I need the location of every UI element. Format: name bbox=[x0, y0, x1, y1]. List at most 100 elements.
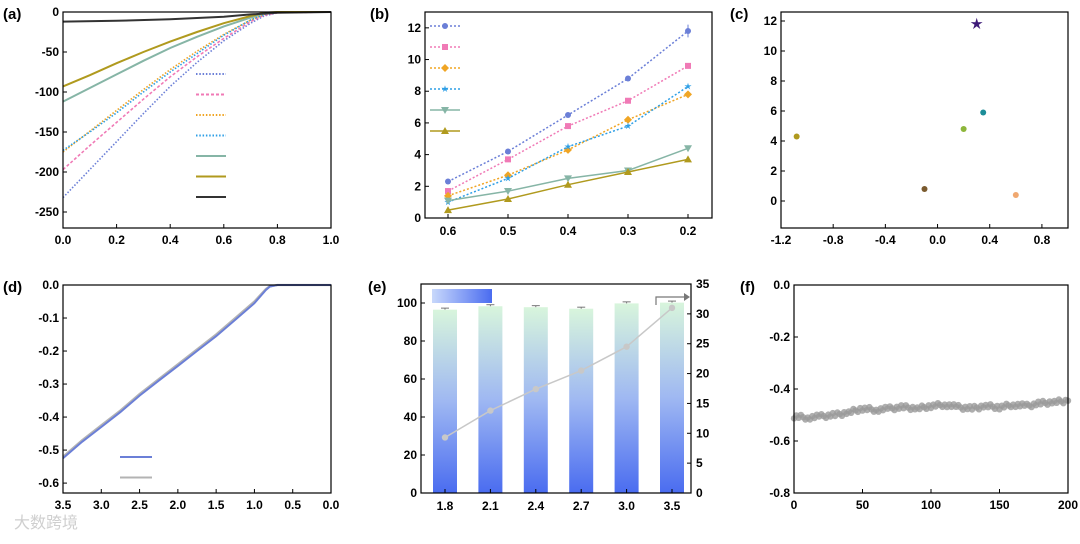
y-tick-label: -0.2 bbox=[38, 344, 59, 358]
x-tick-label: -1.2 bbox=[771, 233, 792, 247]
x-tick-label: 0.6 bbox=[215, 233, 232, 247]
x-tick-label: 3.5 bbox=[55, 498, 72, 512]
scatter-point-c bbox=[1012, 192, 1019, 198]
plot-frame-f bbox=[793, 284, 1069, 494]
series-line-d-1 bbox=[62, 283, 331, 458]
x-tick-label: -0.8 bbox=[823, 233, 844, 247]
data-point-b bbox=[624, 122, 632, 130]
x-tick-label: 0.8 bbox=[269, 233, 286, 247]
legend-marker-b bbox=[442, 44, 448, 50]
y-tick-label: -0.6 bbox=[769, 434, 790, 448]
x-tick-label: 0.4 bbox=[162, 233, 179, 247]
x-tick-label: 0.4 bbox=[981, 233, 998, 247]
y-tick-label: 6 bbox=[414, 116, 421, 130]
plot-frame-e bbox=[420, 283, 692, 494]
x-tick-label: 0.8 bbox=[1034, 233, 1051, 247]
series-line-a-0 bbox=[62, 11, 331, 199]
data-point-b bbox=[684, 90, 692, 99]
y2-tick-label: 15 bbox=[696, 396, 710, 410]
y-tick-label: 10 bbox=[764, 44, 778, 58]
data-point-b bbox=[444, 197, 452, 205]
y-tick-label: -0.4 bbox=[38, 410, 59, 424]
data-point-e bbox=[487, 407, 494, 414]
x-tick-label: 200 bbox=[1058, 498, 1078, 512]
y-tick-label: 20 bbox=[404, 448, 418, 462]
data-point-e bbox=[532, 385, 539, 393]
scatter-point-c bbox=[970, 17, 983, 30]
x-tick-label-b: 0.6 bbox=[440, 224, 457, 238]
scatter-point-c bbox=[921, 186, 928, 192]
data-point-b bbox=[564, 142, 572, 150]
x-tick-label: 1.5 bbox=[208, 498, 225, 512]
y-tick-label: -100 bbox=[35, 85, 59, 99]
series-line-b-4 bbox=[447, 147, 689, 202]
y-tick-label: 4 bbox=[414, 148, 421, 162]
arrow-head-icon bbox=[684, 293, 690, 301]
bar-e bbox=[478, 306, 503, 493]
y2-tick-label: 35 bbox=[696, 277, 710, 291]
x-tick-label: 0.5 bbox=[284, 498, 301, 512]
y-tick-label: 0 bbox=[770, 194, 777, 208]
data-point-b bbox=[565, 123, 571, 130]
y-tick-label: -0.6 bbox=[38, 476, 59, 490]
data-point-e bbox=[668, 304, 676, 312]
data-point-b bbox=[625, 75, 631, 82]
x-tick-label-e: 2.7 bbox=[573, 499, 590, 513]
bar-e bbox=[614, 303, 639, 493]
x-tick-label: 0.0 bbox=[929, 233, 946, 247]
y-tick-label: -0.3 bbox=[38, 377, 59, 391]
x-tick-label-e: 3.0 bbox=[618, 499, 635, 513]
y-tick-label: 60 bbox=[404, 372, 418, 386]
legend-marker-b bbox=[441, 64, 449, 72]
y-tick-label: 10 bbox=[408, 53, 422, 67]
data-point-b bbox=[505, 156, 511, 163]
data-point-e bbox=[623, 343, 630, 350]
data-point-b bbox=[564, 175, 572, 183]
series-line-a-6 bbox=[62, 11, 332, 23]
y-tick-label: -0.4 bbox=[769, 382, 790, 396]
x-tick-label: 1.0 bbox=[323, 233, 340, 247]
y2-tick-label: 5 bbox=[696, 456, 703, 470]
y-tick-label: 12 bbox=[764, 14, 778, 28]
x-tick-label: 150 bbox=[989, 498, 1009, 512]
data-point-b bbox=[505, 148, 511, 155]
x-tick-label: 0.0 bbox=[55, 233, 72, 247]
y-tick-label: -0.1 bbox=[38, 311, 59, 325]
y-tick-label: 0.0 bbox=[773, 278, 790, 292]
y-tick-label: 0 bbox=[52, 5, 59, 19]
x-tick-label-e: 2.1 bbox=[482, 499, 499, 513]
y-tick-label: -200 bbox=[35, 165, 59, 179]
x-tick-label: 2.5 bbox=[131, 498, 148, 512]
x-tick-label: 2.0 bbox=[170, 498, 187, 512]
x-tick-label-e: 2.4 bbox=[527, 499, 544, 513]
y-tick-label: -0.8 bbox=[769, 486, 790, 500]
panel-label-a: (a) bbox=[3, 6, 21, 23]
x-tick-label: 3.0 bbox=[93, 498, 110, 512]
x-tick-label: 0 bbox=[791, 498, 798, 512]
x-tick-label: 100 bbox=[921, 498, 941, 512]
y-tick-label: 0.0 bbox=[42, 278, 59, 292]
watermark: 大数跨境 bbox=[14, 513, 78, 532]
bar-e bbox=[523, 307, 548, 493]
bar-e bbox=[433, 309, 457, 493]
panel-label-f: (f) bbox=[740, 279, 755, 296]
series-line-d-0 bbox=[62, 284, 331, 460]
panel-label-e: (e) bbox=[368, 279, 386, 296]
axis-arrow-e bbox=[655, 296, 684, 305]
plot-frame-a bbox=[62, 11, 332, 229]
x-tick-label-b: 0.4 bbox=[560, 224, 577, 238]
legend-marker-b bbox=[441, 107, 449, 114]
y-tick-label: 4 bbox=[770, 134, 777, 148]
y-tick-label: 40 bbox=[404, 410, 418, 424]
y-tick-label: 100 bbox=[397, 296, 417, 310]
legend-marker-b bbox=[442, 23, 448, 29]
data-point-b bbox=[684, 145, 692, 153]
y2-tick-label: 25 bbox=[696, 337, 710, 351]
y-tick-label: -250 bbox=[35, 205, 59, 219]
y-tick-label: 8 bbox=[414, 84, 421, 98]
data-point-b bbox=[684, 82, 692, 90]
data-point-b bbox=[564, 145, 572, 154]
y-tick-label: 6 bbox=[770, 104, 777, 118]
data-point-b bbox=[445, 178, 451, 185]
data-point-b bbox=[565, 112, 571, 118]
